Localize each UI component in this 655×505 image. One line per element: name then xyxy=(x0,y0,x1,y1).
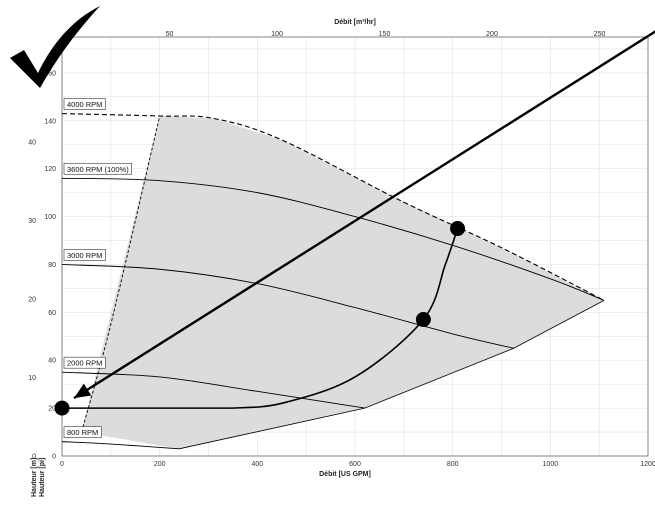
speed-curve-label: 800 RPM xyxy=(67,428,98,437)
y-tick-label-meters: 20 xyxy=(28,296,36,303)
y-tick-label-feet: 140 xyxy=(44,118,56,125)
x-tick-label-bottom: 400 xyxy=(251,461,263,468)
x-tick-label-bottom: 1200 xyxy=(640,461,655,468)
annotation-arrow-head xyxy=(74,384,91,398)
x-tick-label-bottom: 1000 xyxy=(543,461,559,468)
system-point xyxy=(450,221,465,236)
operating-region-fill xyxy=(82,116,605,449)
speed-curve-label: 3000 RPM xyxy=(67,251,102,260)
x-tick-label-bottom: 800 xyxy=(447,461,459,468)
y-tick-label-feet: 60 xyxy=(48,310,56,317)
y-tick-label-meters: 40 xyxy=(28,139,36,146)
x-axis-title-top: Débit [m³/hr] xyxy=(334,19,376,26)
y-axis-title-meters: Hauteur [m] xyxy=(31,458,38,497)
y-tick-label-feet: 0 xyxy=(52,454,56,461)
operating-region xyxy=(82,116,605,449)
system-point xyxy=(416,312,431,327)
y-tick-label-meters: 30 xyxy=(28,218,36,225)
y-axis-title-feet: Hauteur [pi] xyxy=(39,458,46,497)
y-tick-label-feet: 100 xyxy=(44,214,56,221)
x-tick-label-top: 50 xyxy=(166,31,174,38)
speed-curve-label: 2000 RPM xyxy=(67,359,102,368)
speed-curve-label: 3600 RPM (100%) xyxy=(67,165,129,174)
x-tick-label-top: 100 xyxy=(271,31,283,38)
y-tick-label-feet: 40 xyxy=(48,358,56,365)
x-tick-label-bottom: 600 xyxy=(349,461,361,468)
x-axis-title-bottom: Débit [US GPM] xyxy=(319,471,371,478)
system-point xyxy=(55,401,70,416)
x-tick-label-top: 150 xyxy=(379,31,391,38)
x-tick-label-bottom: 0 xyxy=(60,461,64,468)
y-tick-label-feet: 120 xyxy=(44,166,56,173)
x-tick-label-top: 250 xyxy=(594,31,606,38)
speed-curve-label: 4000 RPM xyxy=(67,100,102,109)
x-tick-label-bottom: 200 xyxy=(154,461,166,468)
x-tick-label-top: 200 xyxy=(486,31,498,38)
y-tick-label-meters: 10 xyxy=(28,375,36,382)
y-tick-label-feet: 80 xyxy=(48,262,56,269)
